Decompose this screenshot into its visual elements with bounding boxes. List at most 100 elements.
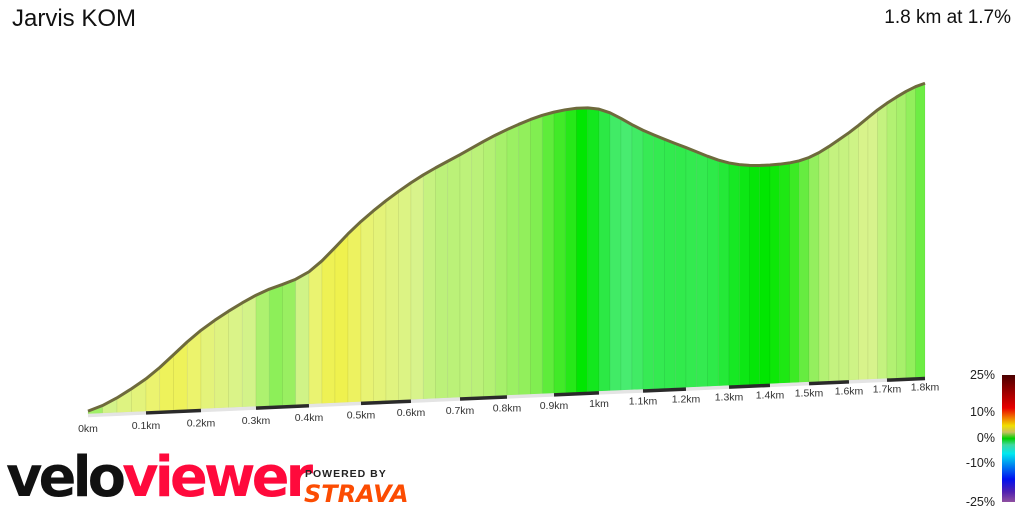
gradient-strip bbox=[494, 129, 508, 397]
gradient-strip bbox=[749, 165, 761, 386]
gradient-strip bbox=[564, 107, 577, 394]
gradient-strip bbox=[769, 163, 781, 385]
gradient-strip bbox=[877, 102, 888, 380]
profile-outline bbox=[87, 81, 926, 413]
axis-dash bbox=[255, 403, 310, 410]
gradient-strip bbox=[905, 86, 916, 379]
gradient-strip bbox=[798, 157, 810, 383]
axis-dash bbox=[886, 376, 926, 382]
gradient-strip bbox=[295, 271, 310, 406]
gradient-strip bbox=[373, 200, 387, 402]
axis-dash bbox=[553, 391, 600, 397]
x-tick-label: 1.8km bbox=[911, 382, 940, 394]
gradient-strip bbox=[818, 145, 830, 382]
gradient-strip bbox=[828, 139, 840, 382]
gradient-strip bbox=[848, 124, 859, 381]
x-tick-label: 1km bbox=[589, 398, 609, 410]
gradient-strip bbox=[308, 260, 323, 405]
gradient-strip bbox=[696, 151, 708, 388]
gradient-strip bbox=[241, 294, 257, 408]
axis-dash bbox=[808, 380, 850, 386]
gradient-strip bbox=[255, 288, 270, 407]
gradient-strip bbox=[717, 159, 730, 387]
axis-dash bbox=[200, 406, 257, 413]
gradient-strip bbox=[186, 329, 202, 410]
segment-summary: 1.8 km at 1.7% bbox=[884, 7, 1011, 28]
gradient-strip bbox=[789, 160, 800, 384]
gradient-strip bbox=[759, 164, 771, 385]
x-tick-label: 1.2km bbox=[672, 394, 701, 406]
axis-dash bbox=[87, 411, 147, 418]
axis-dash bbox=[459, 395, 508, 401]
gradient-strip bbox=[886, 96, 897, 379]
gradient-strip bbox=[642, 129, 655, 390]
tick-labels: 0km 0.1km 0.2km 0.3km 0.4km 0.5km 0.6km 0.7km 0.… bbox=[78, 382, 939, 436]
x-tick-label: 0.5km bbox=[347, 410, 376, 422]
x-tick-label: 0.8km bbox=[493, 402, 522, 414]
gradient-strip bbox=[518, 119, 531, 396]
gradient-strip bbox=[631, 124, 644, 391]
x-tick-label: 1.3km bbox=[715, 391, 744, 403]
gradient-strip bbox=[620, 117, 633, 391]
gradient-strip bbox=[541, 111, 555, 395]
axis-dash bbox=[769, 381, 810, 388]
axis-dash bbox=[685, 385, 730, 391]
gradient-strip bbox=[779, 162, 790, 384]
axis-dash bbox=[848, 378, 888, 384]
gradient-strip bbox=[587, 107, 600, 393]
segment-title: Jarvis KOM bbox=[12, 5, 137, 32]
gradient-strips bbox=[87, 82, 926, 415]
x-tick-label: 1.4km bbox=[756, 389, 785, 401]
x-tick-label: 0.6km bbox=[397, 407, 426, 419]
x-tick-label: 0.2km bbox=[187, 418, 216, 430]
gradient-strip bbox=[674, 143, 687, 389]
axis-dash bbox=[145, 408, 202, 415]
gradient-strip bbox=[685, 147, 698, 388]
gradient-strip bbox=[738, 164, 750, 386]
x-tick-label: 0.3km bbox=[242, 415, 271, 427]
axis-dash bbox=[598, 389, 644, 395]
legend-label-25: 25% bbox=[969, 368, 995, 382]
gradient-strip bbox=[398, 182, 412, 401]
gradient-strip bbox=[334, 233, 349, 404]
gradient-strip bbox=[838, 132, 850, 382]
gradient-strip bbox=[664, 138, 676, 389]
gradient-strip bbox=[858, 116, 869, 381]
gradient-strip bbox=[447, 154, 461, 399]
gradient-strip bbox=[598, 108, 611, 392]
x-tick-label: 1.1km bbox=[629, 396, 658, 408]
gradient-legend-bar bbox=[1002, 375, 1015, 502]
gradient-strip bbox=[321, 246, 336, 404]
veloviewer-logo: veloviewer bbox=[6, 445, 313, 510]
gradient-strip bbox=[459, 147, 473, 398]
distance-axis bbox=[87, 376, 926, 418]
gradient-strip bbox=[530, 114, 543, 395]
axis-dash bbox=[308, 401, 362, 408]
gradient-strip bbox=[553, 109, 566, 394]
gradient-strip bbox=[410, 174, 424, 401]
x-tick-label: 0km bbox=[78, 423, 98, 435]
powered-by-text: POWERED BY bbox=[305, 468, 387, 480]
axis-dash bbox=[642, 387, 687, 393]
strava-logo: STRAVA bbox=[304, 480, 409, 508]
gradient-strip bbox=[214, 310, 229, 409]
gradient-strip bbox=[506, 123, 520, 396]
gradient-strip bbox=[385, 190, 399, 402]
gradient-strip bbox=[867, 109, 878, 380]
x-tick-label: 1.6km bbox=[835, 385, 864, 397]
gradient-strip bbox=[200, 319, 216, 410]
x-tick-label: 0.1km bbox=[132, 420, 161, 432]
gradient-strip bbox=[915, 82, 926, 378]
gradient-strip bbox=[653, 134, 665, 390]
legend-label-minus10: -10% bbox=[965, 456, 995, 470]
x-tick-label: 0.4km bbox=[295, 412, 324, 424]
gradient-strip bbox=[347, 220, 362, 403]
axis-dash bbox=[506, 393, 555, 399]
axis-dash bbox=[360, 399, 412, 406]
axis-dash bbox=[410, 397, 461, 403]
gradient-strip bbox=[471, 140, 484, 398]
gradient-strip bbox=[896, 90, 907, 379]
gradient-strip bbox=[435, 160, 449, 399]
gradient-strip bbox=[576, 107, 589, 393]
axis-dash bbox=[728, 383, 771, 389]
